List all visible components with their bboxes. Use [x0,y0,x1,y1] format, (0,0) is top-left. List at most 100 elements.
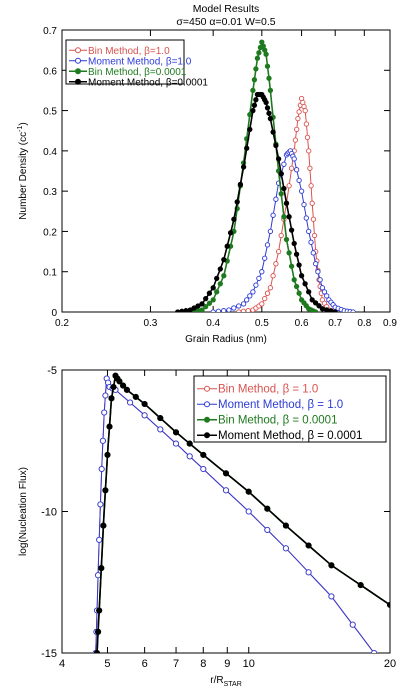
chart1-data-point [292,137,299,143]
chart1-data-point [226,307,232,312]
chart1-data-point [288,165,295,171]
chart2-series-3 [93,372,390,653]
chart2-data-point [305,569,312,576]
chart1-data-point [323,307,330,312]
chart1-data-point [251,102,258,108]
chart2-legend-marker [204,432,210,439]
chart2-x-tick-label: 6 [142,658,148,670]
chart1-data-point [240,164,247,170]
chart1-data-point [296,290,302,296]
chart1-data-point [281,214,287,220]
chart2-data-point [102,487,109,494]
chart1-data-point [264,105,271,111]
chart2-legend-marker [204,385,210,392]
chart1-data-point [231,216,237,222]
chart2-legend-name: Bin Method, [218,383,283,395]
chart1-data-point [293,167,300,173]
chart1-data-point [203,303,209,310]
chart1-data-point [210,285,216,291]
chart1-x-tick-label: 0.9 [383,318,397,329]
chart1-data-point [303,121,310,127]
chart2-data-point [120,382,127,389]
chart2-data-point [186,440,193,447]
chart1-legend-beta: β=1.0 [166,56,192,67]
chart2-legend-beta: β = 0.0001 [307,430,362,442]
chart1-data-point [247,126,253,133]
chart1-data-point [270,212,276,218]
chart1-data-point [217,266,223,272]
chart1-data-point [311,232,318,239]
chart2-data-point [132,393,139,400]
chart1-data-point [308,183,314,189]
chart2-data-point [97,501,104,508]
chart1-legend-name: Bin Method, [88,67,144,78]
chart1-legend-marker [75,78,81,85]
chart2-y-tick-label: -10 [41,507,57,519]
chart1-legend-beta: β=0.0001 [144,67,187,78]
chart2-data-point [386,601,390,608]
chart1-data-point [293,251,300,257]
chart1-data-point [206,290,213,296]
chart2-x-tick-label: 4 [59,658,65,670]
chart1-data-point [240,308,247,312]
chart1-data-point [310,250,316,256]
chart2-x-tick-label: 8 [200,658,206,670]
chart1-legend-marker [75,47,81,54]
chart2-data-point [110,383,117,391]
chart1-data-point [278,171,284,177]
chart1-data-point [231,305,237,311]
chart2-legend-name: Moment Method, [218,430,307,442]
chart1-data-point [321,289,328,295]
chart1-data-point [288,227,295,233]
chart2-data-point [264,526,271,533]
chart2-legend-entry: Bin Method, β = 0.0001 [218,414,337,426]
chart2-data-point [186,453,193,460]
chart2-data-point [157,415,164,422]
chart2-x-tick-label: 20 [384,658,396,670]
chart1-data-point [250,107,256,114]
chart1-data-point [264,242,271,248]
chart1-data-point [298,188,305,194]
chart1-data-point [266,110,272,116]
chart1-data-point [215,308,222,312]
chart1-data-point [253,66,259,72]
chart1-data-point [293,283,300,290]
chart1-data-point [283,200,290,206]
chart2-data-point [98,465,105,473]
chart1-y-tick-label: 0.7 [43,26,57,37]
chart1-y-tick-label: 0.3 [43,187,57,198]
chart2-x-axis-label-sub: STAR [224,681,242,688]
chart1-data-point [250,289,256,295]
chart1-data-point [273,142,279,149]
chart1-data-point [227,230,234,236]
chart1-data-point [281,161,287,167]
chart1-data-point [236,309,242,312]
chart1-data-point [256,275,262,282]
chart1-legend-name: Bin Method, [88,46,144,57]
chart1-data-point [270,273,276,279]
chart2-data-point [328,593,335,600]
chart2-data-point [200,451,207,458]
chart-subtitle: σ=450 α=0.01 W=0.5 [176,16,275,28]
chart2-data-point [99,437,106,444]
chart2-data-point [222,487,230,494]
chart2-data-point [172,440,180,447]
chart1-data-point [275,156,282,162]
chart2-data-point [104,451,111,458]
chart1-data-point [240,301,247,307]
chart2-legend-entry: Bin Method, β = 1.0 [218,383,318,395]
chart1-data-point [296,177,302,184]
chart2-x-axis-label: r/RSTAR [210,675,242,688]
chart1-series-line [190,39,317,312]
chart1-data-point [316,303,322,309]
chart1-data-point [262,295,268,302]
chart1-data-point [195,303,201,309]
chart1-data-point [237,181,244,188]
chart2-data-point [282,545,289,552]
chart2-data-point [93,649,101,653]
chart1-data-point [210,309,216,312]
chart2-y-tick-label: -15 [41,648,57,660]
chart1-legend-entry: Moment Method, β=1.0 [88,56,192,67]
chart2-data-point [172,429,180,436]
chart2-x-tick-label: 7 [173,658,179,670]
